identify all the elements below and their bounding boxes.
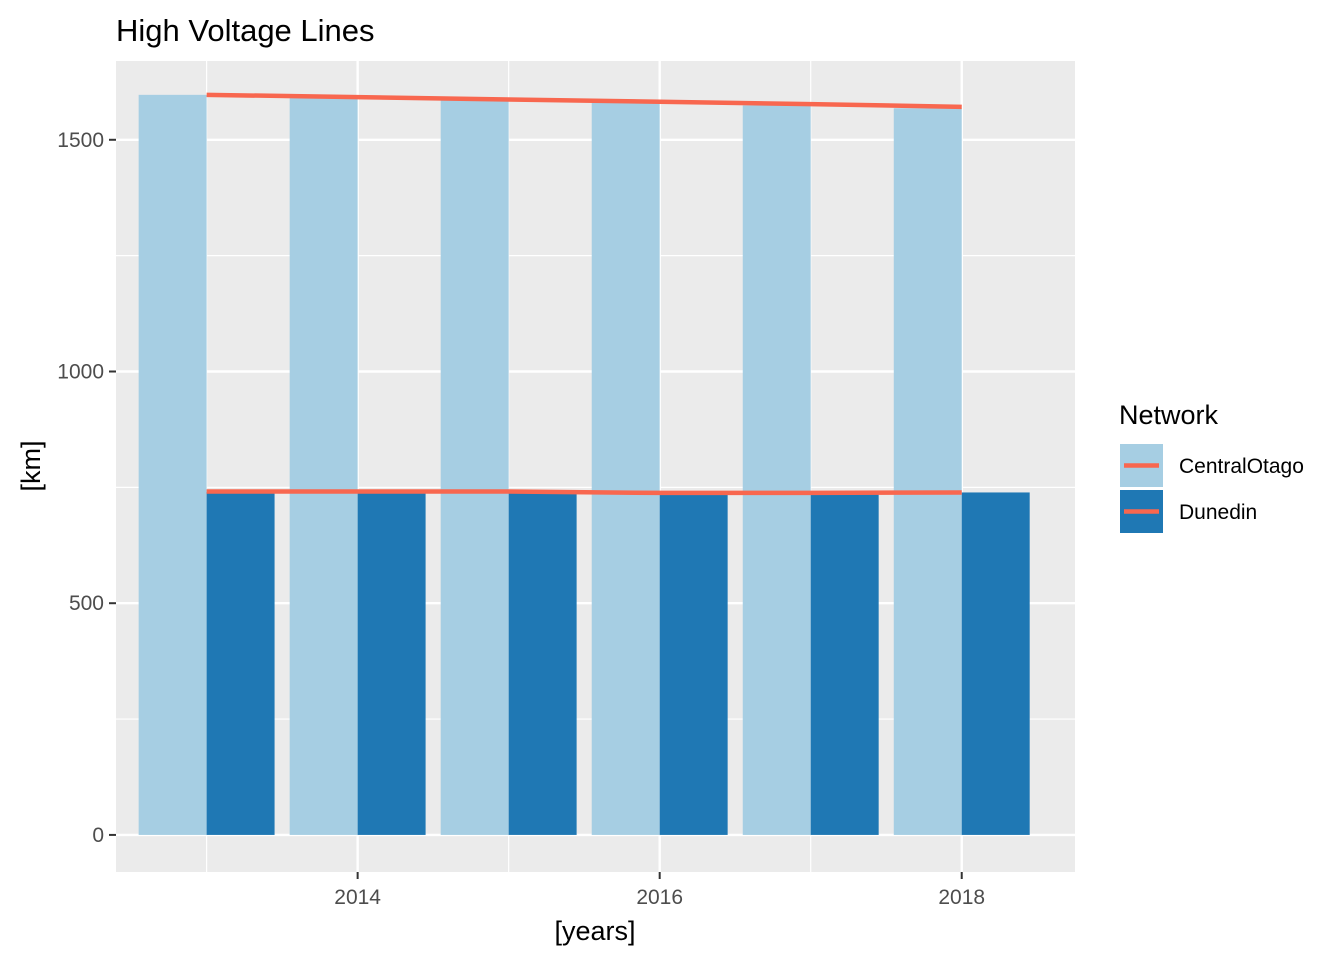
y-tick-label: 1500 [57,129,104,152]
legend-label-dunedin: Dunedin [1179,501,1257,524]
bar-dunedin-2017 [810,493,879,835]
x-axis: 2014 2016 2018 [334,872,985,909]
line-centralotago [206,92,962,110]
bar-centralotago-2014 [289,98,358,835]
legend: Network CentralOtago Dunedin [1119,400,1304,533]
legend-items: CentralOtago Dunedin [1120,444,1304,533]
x-tick-label: 2018 [938,886,985,909]
bar-dunedin-2015 [508,491,577,835]
line-dunedin [206,489,962,496]
bars [138,94,1030,835]
bar-dunedin-2013 [206,491,275,835]
bar-dunedin-2014 [357,491,426,835]
y-tick-label: 500 [69,592,104,615]
trend-lines [206,92,962,496]
legend-title: Network [1119,400,1219,430]
bar-centralotago-2017 [742,105,811,835]
x-tick-label: 2016 [636,886,683,909]
bar-centralotago-2018 [893,108,962,835]
bar-centralotago-2016 [591,102,660,835]
legend-label-centralotago: CentralOtago [1179,455,1304,478]
bar-dunedin-2016 [659,493,728,835]
chart-title: High Voltage Lines [116,13,375,48]
x-tick-label: 2014 [334,886,381,909]
bar-centralotago-2013 [138,94,207,835]
y-axis-label: [km] [16,441,46,492]
x-axis-label: [years] [554,916,635,946]
y-tick-label: 0 [92,824,104,847]
y-tick-label: 1000 [57,360,104,383]
y-axis: 0 500 1000 1500 [57,129,116,847]
bar-dunedin-2018 [961,492,1030,835]
bar-centralotago-2015 [440,100,509,835]
